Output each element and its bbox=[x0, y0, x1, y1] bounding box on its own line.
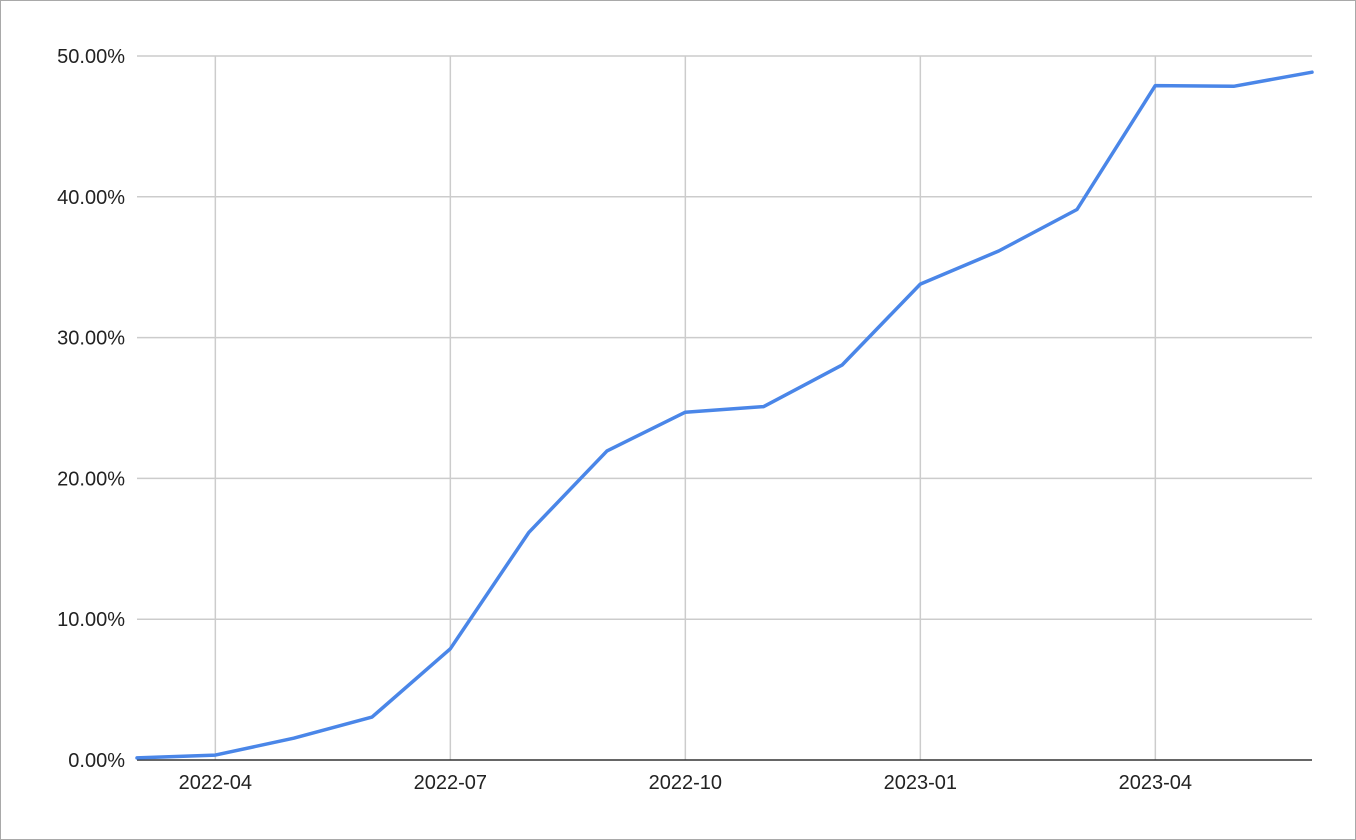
x-tick-label: 2022-10 bbox=[649, 772, 722, 794]
x-tick-label: 2022-04 bbox=[179, 772, 252, 794]
series-group bbox=[135, 70, 1314, 760]
x-tick-label: 2023-01 bbox=[884, 772, 957, 794]
y-tick-label: 50.00% bbox=[57, 46, 125, 68]
y-tick-label: 10.00% bbox=[57, 609, 125, 631]
x-tick-labels: 2022-04 2022-07 2022-10 2023-01 2023-04 bbox=[179, 772, 1192, 794]
y-tick-labels: 0.00% 10.00% 20.00% 30.00% 40.00% 50.00% bbox=[57, 46, 125, 772]
y-tick-label: 0.00% bbox=[68, 750, 125, 772]
x-tick-label: 2023-04 bbox=[1119, 772, 1192, 794]
y-tick-label: 30.00% bbox=[57, 328, 125, 350]
x-gridlines bbox=[214, 56, 1157, 760]
series-line bbox=[135, 70, 1314, 760]
y-tick-label: 20.00% bbox=[57, 468, 125, 490]
x-tick-label: 2022-07 bbox=[414, 772, 487, 794]
y-gridlines bbox=[137, 55, 1312, 620]
y-tick-label: 40.00% bbox=[57, 187, 125, 209]
